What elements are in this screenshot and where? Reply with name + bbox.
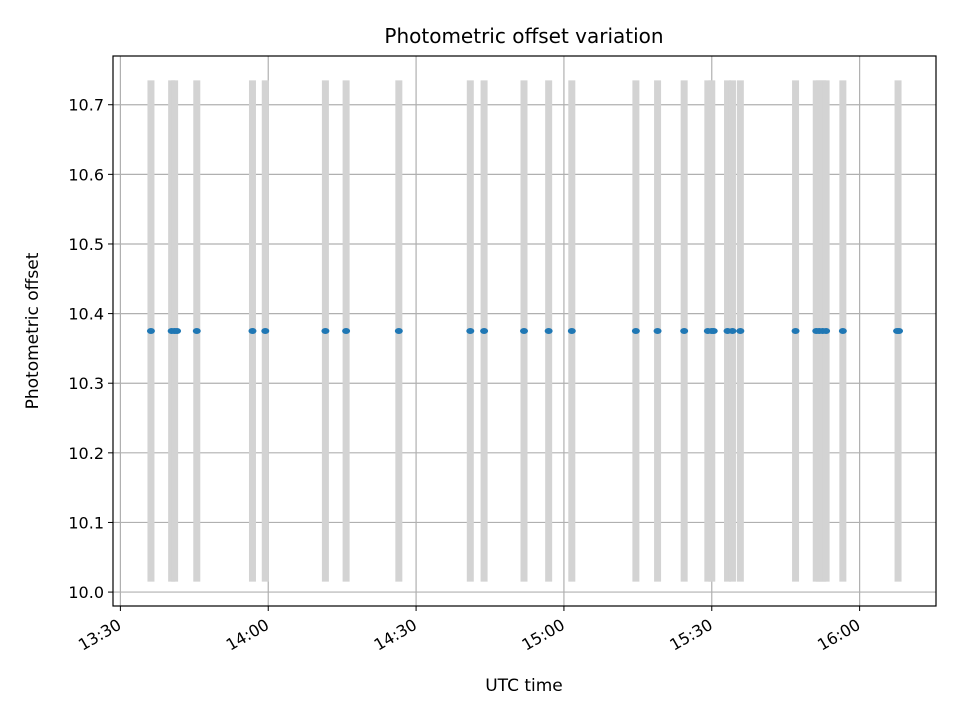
y-tick-label: 10.3 (68, 374, 104, 393)
data-point (653, 328, 662, 334)
data-point (544, 328, 553, 334)
data-point (480, 328, 489, 334)
chart-title: Photometric offset variation (384, 24, 663, 48)
data-point (736, 328, 745, 334)
data-point (709, 328, 718, 334)
y-tick-label: 10.5 (68, 235, 104, 254)
data-point (173, 328, 182, 334)
data-point (342, 328, 351, 334)
data-point (261, 328, 270, 334)
y-tick-label: 10.7 (68, 96, 104, 115)
data-point (248, 328, 257, 334)
y-tick-label: 10.4 (68, 305, 104, 324)
x-axis-label: UTC time (485, 676, 563, 696)
data-point (631, 328, 640, 334)
y-tick-label: 10.2 (68, 444, 104, 463)
data-point (567, 328, 576, 334)
y-axis-ticks: 10.0 10.1 10.2 10.3 10.4 10.5 10.6 10.7 (68, 96, 113, 602)
data-points (146, 328, 904, 334)
y-tick-label: 10.1 (68, 513, 104, 532)
data-point (680, 328, 689, 334)
data-point (466, 328, 475, 334)
y-axis-label: Photometric offset (23, 252, 43, 409)
data-point (728, 328, 737, 334)
data-point (895, 328, 904, 334)
y-tick-label: 10.0 (68, 583, 104, 602)
plot-frame (112, 55, 937, 607)
data-point (146, 328, 155, 334)
y-tick-label: 10.6 (68, 165, 104, 184)
data-point (822, 328, 831, 334)
data-point (321, 328, 330, 334)
data-point (520, 328, 529, 334)
data-point (394, 328, 403, 334)
data-point (791, 328, 800, 334)
data-point (838, 328, 847, 334)
data-point (192, 328, 201, 334)
